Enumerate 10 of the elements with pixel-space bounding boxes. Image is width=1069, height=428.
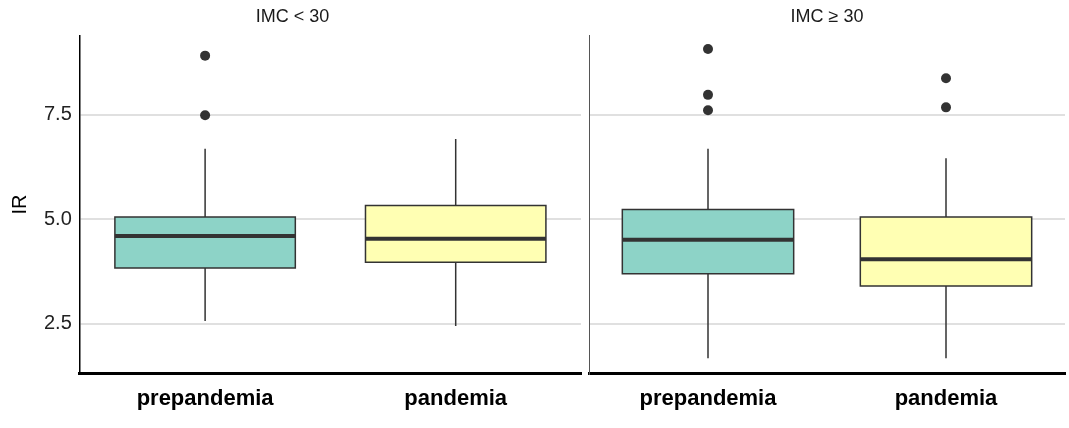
x-tick-label: prepandemia [639, 384, 778, 410]
chart-title: IMC ≥ 30 [790, 5, 864, 26]
y-tick-label: 5.0 [43, 206, 72, 229]
y-axis-title: IR [7, 194, 30, 215]
chart-title: IMC < 30 [255, 5, 330, 26]
x-tick-label: prepandemia [136, 384, 275, 410]
y-tick-label: 2.5 [43, 311, 72, 334]
y-tick-label: 7.5 [43, 102, 72, 125]
x-tick-label: pandemia [404, 384, 508, 410]
x-tick-label: pandemia [894, 384, 999, 410]
